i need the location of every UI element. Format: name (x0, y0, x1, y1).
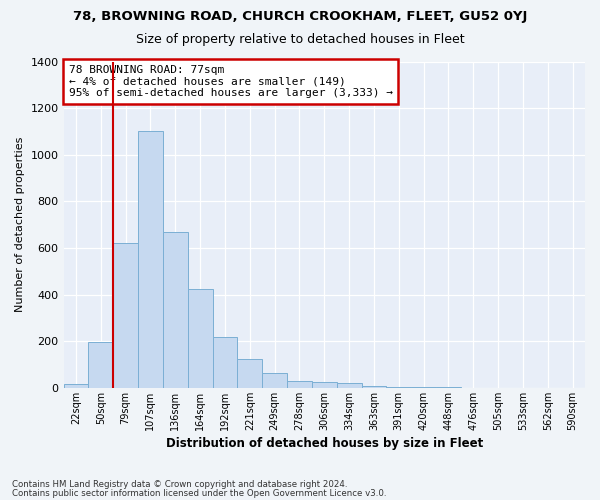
Text: 78 BROWNING ROAD: 77sqm
← 4% of detached houses are smaller (149)
95% of semi-de: 78 BROWNING ROAD: 77sqm ← 4% of detached… (69, 65, 393, 98)
Y-axis label: Number of detached properties: Number of detached properties (15, 137, 25, 312)
Bar (138, 132, 163, 388)
X-axis label: Distribution of detached houses by size in Fleet: Distribution of detached houses by size … (166, 437, 483, 450)
Bar (411, 387, 436, 388)
Bar (362, 386, 386, 388)
Bar (188, 289, 212, 388)
Text: Contains public sector information licensed under the Open Government Licence v3: Contains public sector information licen… (12, 488, 386, 498)
Text: Contains HM Land Registry data © Crown copyright and database right 2024.: Contains HM Land Registry data © Crown c… (12, 480, 347, 489)
Bar (337, 383, 362, 388)
Bar (312, 382, 337, 388)
Bar (287, 381, 312, 388)
Bar (238, 359, 262, 388)
Bar (262, 372, 287, 388)
Bar (88, 342, 113, 388)
Text: Size of property relative to detached houses in Fleet: Size of property relative to detached ho… (136, 32, 464, 46)
Bar (386, 386, 411, 388)
Bar (163, 232, 188, 388)
Text: 78, BROWNING ROAD, CHURCH CROOKHAM, FLEET, GU52 0YJ: 78, BROWNING ROAD, CHURCH CROOKHAM, FLEE… (73, 10, 527, 23)
Bar (64, 384, 88, 388)
Bar (212, 336, 238, 388)
Bar (113, 244, 138, 388)
